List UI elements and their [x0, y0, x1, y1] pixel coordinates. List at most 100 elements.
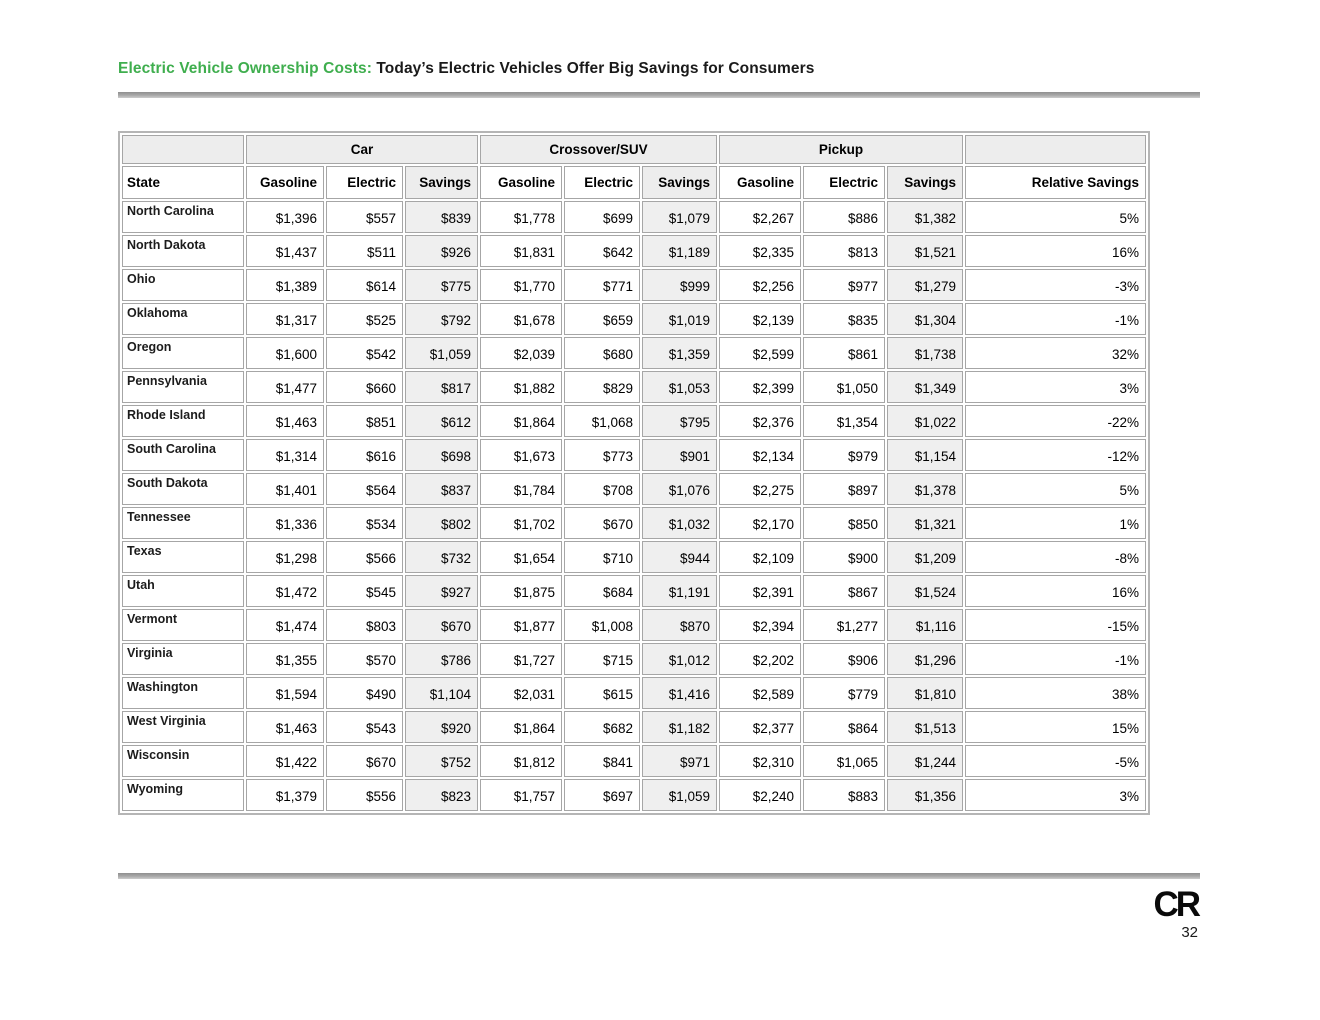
savings-cell: $1,032	[642, 507, 718, 539]
cost-cell: $1,600	[246, 337, 324, 369]
cost-cell: $715	[564, 643, 641, 675]
cost-cell: $710	[564, 541, 641, 573]
cost-cell: $1,678	[480, 303, 563, 335]
savings-cell: $786	[405, 643, 479, 675]
relative-savings-cell: -1%	[965, 303, 1147, 335]
savings-cell: $775	[405, 269, 479, 301]
relative-savings-cell: 3%	[965, 371, 1147, 403]
savings-cell: $1,012	[642, 643, 718, 675]
relative-savings-cell: -3%	[965, 269, 1147, 301]
cost-cell: $1,355	[246, 643, 324, 675]
state-cell: North Carolina	[122, 201, 244, 233]
savings-cell: $1,079	[642, 201, 718, 233]
cost-cell: $2,202	[719, 643, 802, 675]
state-cell: Virginia	[122, 643, 244, 675]
cost-cell: $525	[326, 303, 403, 335]
group-header-crossover-suv: Crossover/SUV	[480, 135, 718, 164]
relative-savings-cell: 15%	[965, 711, 1147, 743]
cost-cell: $614	[326, 269, 403, 301]
cost-cell: $2,335	[719, 235, 802, 267]
table-row: South Carolina $1,314 $616 $698 $1,673 $773 $9…	[122, 439, 1147, 471]
cost-cell: $1,008	[564, 609, 641, 641]
state-cell: Wisconsin	[122, 745, 244, 777]
column-header-relative-savings: Relative Savings	[965, 166, 1147, 199]
cost-cell: $1,877	[480, 609, 563, 641]
page-title: Electric Vehicle Ownership Costs: Today’…	[118, 0, 1200, 78]
footer-rule	[118, 873, 1200, 879]
cost-cell: $1,594	[246, 677, 324, 709]
savings-cell: $698	[405, 439, 479, 471]
cost-cell: $1,317	[246, 303, 324, 335]
cost-cell: $1,673	[480, 439, 563, 471]
cost-cell: $1,812	[480, 745, 563, 777]
cost-cell: $1,864	[480, 405, 563, 437]
cost-cell: $660	[326, 371, 403, 403]
table-row: Utah $1,472 $545 $927 $1,875 $684 $1,191 $2,391…	[122, 575, 1147, 607]
consumer-reports-logo: CR	[1153, 885, 1201, 924]
savings-cell: $817	[405, 371, 479, 403]
savings-cell: $1,382	[887, 201, 964, 233]
group-header-row: Car Crossover/SUV Pickup	[122, 135, 1147, 164]
column-header-state: State	[122, 166, 244, 199]
cost-cell: $2,170	[719, 507, 802, 539]
savings-cell: $1,524	[887, 575, 964, 607]
cost-cell: $682	[564, 711, 641, 743]
cost-cell: $556	[326, 779, 403, 811]
column-header-car-savings: Savings	[405, 166, 479, 199]
cost-cell: $1,654	[480, 541, 563, 573]
cost-cell: $841	[564, 745, 641, 777]
cost-cell: $1,463	[246, 711, 324, 743]
relative-savings-cell: 38%	[965, 677, 1147, 709]
savings-cell: $752	[405, 745, 479, 777]
cost-cell: $2,031	[480, 677, 563, 709]
cost-cell: $1,784	[480, 473, 563, 505]
footer: CR 32	[118, 885, 1201, 941]
group-header-relative-spacer	[965, 135, 1147, 164]
savings-cell: $1,019	[642, 303, 718, 335]
cost-cell: $670	[326, 745, 403, 777]
savings-cell: $971	[642, 745, 718, 777]
cost-cell: $1,778	[480, 201, 563, 233]
cost-cell: $851	[326, 405, 403, 437]
cost-cell: $2,267	[719, 201, 802, 233]
state-cell: Rhode Island	[122, 405, 244, 437]
header-rule	[118, 92, 1200, 98]
cost-cell: $1,474	[246, 609, 324, 641]
cost-cell: $680	[564, 337, 641, 369]
state-cell: North Dakota	[122, 235, 244, 267]
cost-cell: $1,314	[246, 439, 324, 471]
cost-cell: $2,376	[719, 405, 802, 437]
savings-cell: $901	[642, 439, 718, 471]
ev-ownership-costs-table: Car Crossover/SUV Pickup State Gasoline …	[118, 131, 1151, 815]
cost-cell: $886	[803, 201, 886, 233]
table-row: North Dakota $1,437 $511 $926 $1,831 $642 $1,1…	[122, 235, 1147, 267]
savings-cell: $1,059	[405, 337, 479, 369]
page-number: 32	[1181, 923, 1198, 941]
relative-savings-cell: 16%	[965, 235, 1147, 267]
savings-cell: $837	[405, 473, 479, 505]
cost-cell: $511	[326, 235, 403, 267]
cost-cell: $616	[326, 439, 403, 471]
savings-cell: $1,356	[887, 779, 964, 811]
table-row: Wisconsin $1,422 $670 $752 $1,812 $841 $971 $2,…	[122, 745, 1147, 777]
cost-cell: $883	[803, 779, 886, 811]
cost-cell: $1,702	[480, 507, 563, 539]
cost-cell: $2,589	[719, 677, 802, 709]
savings-cell: $1,191	[642, 575, 718, 607]
column-header-suv-savings: Savings	[642, 166, 718, 199]
savings-cell: $802	[405, 507, 479, 539]
state-cell: Oklahoma	[122, 303, 244, 335]
savings-cell: $1,104	[405, 677, 479, 709]
table-row: Oregon $1,600 $542 $1,059 $2,039 $680 $1,359 $2…	[122, 337, 1147, 369]
cost-cell: $1,422	[246, 745, 324, 777]
cost-cell: $864	[803, 711, 886, 743]
cost-cell: $1,050	[803, 371, 886, 403]
cost-cell: $684	[564, 575, 641, 607]
savings-cell: $792	[405, 303, 479, 335]
table-body: North Carolina $1,396 $557 $839 $1,778 $699 $1…	[122, 201, 1147, 811]
cost-cell: $615	[564, 677, 641, 709]
cost-cell: $803	[326, 609, 403, 641]
cost-cell: $1,437	[246, 235, 324, 267]
relative-savings-cell: -12%	[965, 439, 1147, 471]
